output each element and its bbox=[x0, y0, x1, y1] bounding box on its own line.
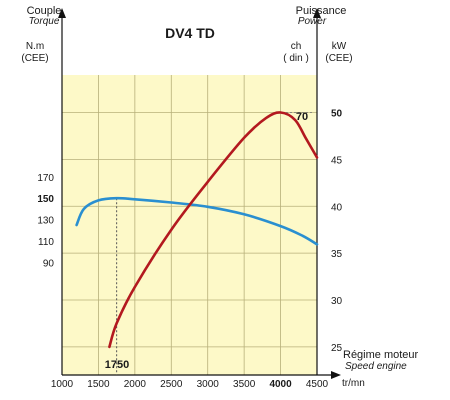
y-right-tick-label: 35 bbox=[331, 249, 343, 260]
y-right-tick-label: 30 bbox=[331, 296, 343, 307]
y-right-unit-kw: kW bbox=[332, 41, 347, 52]
x-tick-label: 4500 bbox=[306, 379, 329, 390]
y-left-tick-label: 150 bbox=[37, 194, 54, 205]
y-right-tick-label: 25 bbox=[331, 343, 343, 354]
x-axis-unit: tr/mn bbox=[342, 378, 365, 389]
y-right-unit-ch: ch bbox=[291, 41, 302, 52]
y-right-label: Puissance bbox=[296, 5, 347, 17]
y-left-unit-sub: (CEE) bbox=[21, 53, 48, 64]
y-left-unit: N.m bbox=[26, 41, 44, 52]
y-left-label: Couple bbox=[27, 5, 62, 17]
y-right-unit-ch-sub: ( din ) bbox=[283, 53, 309, 64]
y-right-axis-arrow bbox=[313, 8, 321, 18]
x-tick-label: 2000 bbox=[124, 379, 147, 390]
x-axis-arrow bbox=[331, 371, 341, 379]
x-tick-label: 4000 bbox=[269, 379, 292, 390]
y-left-tick-label: 170 bbox=[37, 173, 54, 184]
x-tick-label: 3500 bbox=[233, 379, 256, 390]
y-right-tick-label: 45 bbox=[331, 155, 343, 166]
y-left-tick-label: 90 bbox=[43, 259, 55, 270]
y-left-axis-arrow bbox=[58, 8, 66, 18]
y-right-label-sub: Power bbox=[298, 16, 327, 27]
y-right-unit-kw-sub: (CEE) bbox=[325, 53, 352, 64]
x-tick-label: 2500 bbox=[160, 379, 183, 390]
x-tick-label: 1000 bbox=[51, 379, 74, 390]
power-curve bbox=[108, 111, 319, 349]
x-axis-label: Régime moteur bbox=[343, 349, 419, 361]
x-tick-label: 3000 bbox=[197, 379, 220, 390]
y-left-label-sub: Torque bbox=[29, 16, 60, 27]
peak-ch-label: 70 bbox=[296, 111, 308, 123]
rpm-1750-annotation: 1750 bbox=[105, 359, 129, 371]
y-right-tick-label: 40 bbox=[331, 202, 343, 213]
chart-title: DV4 TD bbox=[165, 25, 215, 41]
torque-curve bbox=[75, 196, 319, 246]
y-left-tick-label: 130 bbox=[37, 216, 54, 227]
x-axis-label-sub: Speed engine bbox=[345, 361, 407, 372]
x-tick-label: 1500 bbox=[87, 379, 110, 390]
y-right-tick-label: 50 bbox=[331, 109, 343, 120]
y-left-tick-label: 110 bbox=[38, 237, 54, 248]
